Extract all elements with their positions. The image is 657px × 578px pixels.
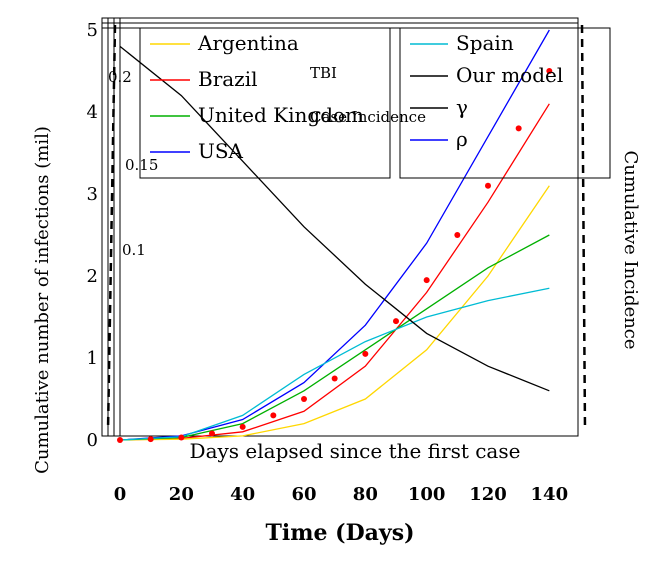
tick-labels: 0 20 40 60 80 100 120 140 0 1 2 3 4 5	[87, 20, 569, 505]
legend-label: Argentina	[197, 31, 299, 55]
series-line	[119, 185, 550, 441]
panel-frame	[107, 27, 579, 437]
legend: Argentina Brazil United Kingdom USA Spain Our…	[139, 27, 611, 179]
series-line	[119, 45, 550, 392]
data-point	[147, 436, 154, 443]
x-tick-label: 140	[531, 484, 569, 505]
data-point	[331, 375, 338, 382]
legend-label: USA	[198, 139, 244, 163]
data-point	[423, 277, 430, 284]
x-tick-label: 60	[291, 484, 316, 505]
dashed-marker	[106, 24, 117, 431]
y-axis-label-right: Cumulative Incidence	[620, 150, 641, 349]
x-axis-label-secondary: Time (Days)	[266, 520, 415, 546]
data-point	[239, 423, 246, 430]
legend-label: Brazil	[198, 67, 258, 91]
data-point	[270, 412, 277, 419]
y-tick-label: 3	[87, 184, 98, 205]
x-axis-label: Days elapsed since the first case	[190, 439, 521, 463]
series-line	[119, 103, 550, 441]
legend-label: ρ	[456, 127, 468, 151]
annotation: 0.1	[122, 241, 146, 259]
legend-box	[399, 27, 611, 179]
data-point	[301, 396, 307, 402]
data-point	[178, 434, 185, 441]
x-tick-label: 0	[114, 484, 127, 505]
series-line	[119, 287, 550, 441]
x-tick-label: 20	[169, 484, 194, 505]
x-tick-label: 40	[230, 484, 255, 505]
data-point	[515, 125, 522, 132]
data-point	[393, 318, 399, 325]
data-point	[209, 430, 215, 437]
series-line	[119, 234, 550, 441]
annotation: 0.2	[108, 68, 132, 86]
data-point	[546, 68, 553, 74]
x-tick-label: 80	[353, 484, 378, 505]
scatter-layer	[117, 68, 553, 443]
y-tick-label: 1	[87, 348, 98, 369]
annotation: 0.15	[125, 156, 158, 174]
legend-label: United Kingdom	[198, 103, 364, 127]
legend-box	[139, 27, 391, 179]
legend-label: γ	[456, 95, 468, 119]
dashed-marker	[580, 24, 587, 431]
x-tick-label: 100	[408, 484, 446, 505]
legend-label: Our model	[456, 63, 563, 87]
data-point	[485, 182, 491, 189]
y-axis-label: Cumulative number of infections (mil)	[32, 126, 53, 474]
data-point	[454, 232, 461, 238]
annotations: Case Incidence TBI 0.2 0.15 0.1	[108, 64, 426, 259]
data-point	[117, 437, 123, 443]
y-tick-label: 2	[87, 266, 98, 287]
y-tick-label: 4	[87, 102, 98, 123]
y-tick-label: 5	[87, 20, 98, 41]
data-point	[362, 350, 369, 357]
annotation: Case Incidence	[310, 108, 426, 126]
legend-label: Spain	[456, 31, 514, 55]
annotation: TBI	[310, 64, 337, 82]
x-tick-label: 120	[469, 484, 507, 505]
y-tick-label: 0	[87, 430, 98, 451]
series-layer	[119, 29, 550, 441]
